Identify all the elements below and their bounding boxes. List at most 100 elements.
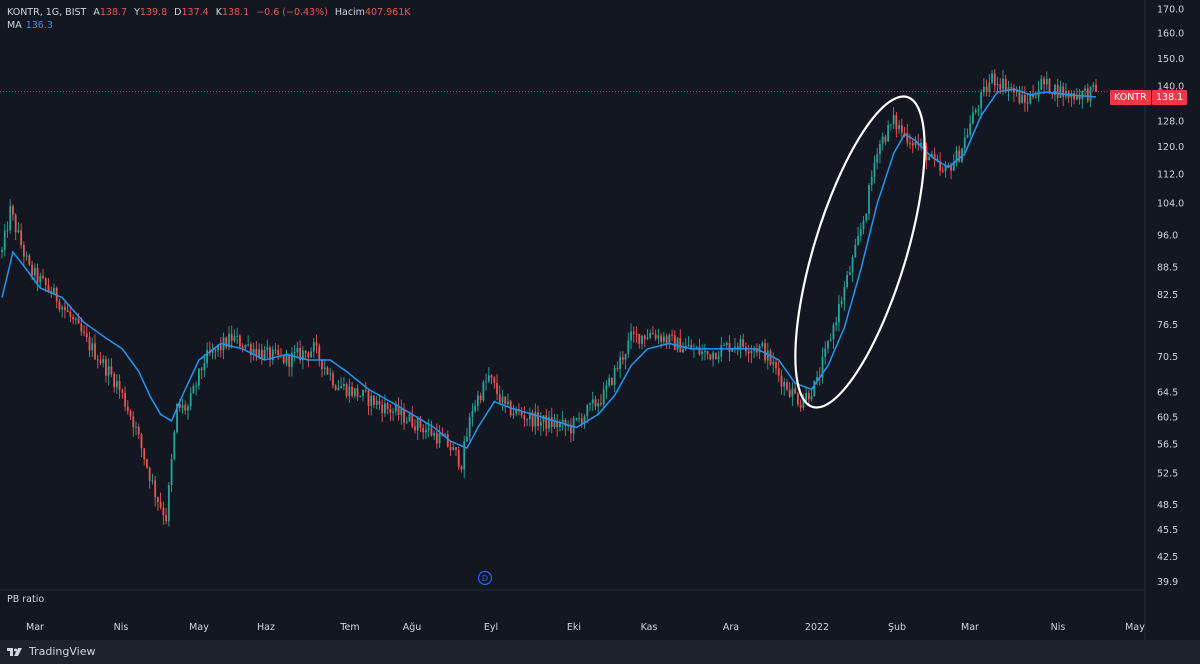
x-tick-label: Ağu: [403, 622, 422, 633]
candle-body: [723, 345, 725, 347]
candle-body: [876, 154, 879, 163]
y-tick-label: 170.0: [1157, 5, 1184, 16]
candle-body: [367, 390, 370, 406]
tradingview-brand[interactable]: TradingView: [7, 645, 95, 658]
candle-body: [214, 348, 217, 351]
candle-body: [482, 382, 485, 401]
candle-body: [446, 434, 449, 447]
candle-body: [85, 333, 88, 338]
candle-body: [714, 352, 717, 360]
candle-body: [42, 275, 44, 279]
candle-body: [403, 408, 405, 423]
y-tick-label: 96.0: [1157, 230, 1178, 241]
candle-body: [337, 388, 340, 390]
candle-body: [14, 215, 17, 233]
candle-body: [1075, 94, 1078, 100]
candle-body: [425, 429, 427, 433]
ma-legend[interactable]: MA 136.3: [7, 20, 53, 32]
candle-body: [999, 83, 1002, 90]
candle-body: [534, 412, 537, 427]
candle-body: [25, 255, 28, 257]
candle-body: [873, 162, 876, 177]
candle-body: [255, 349, 258, 357]
candle-body: [794, 388, 797, 394]
dividend-marker[interactable]: D: [477, 570, 493, 586]
candle-body: [1078, 94, 1081, 100]
candle-body: [638, 333, 641, 344]
candle-body: [334, 385, 337, 390]
candle-body: [405, 421, 408, 423]
candle-body: [83, 331, 85, 334]
candle-body: [982, 86, 985, 93]
candle-body: [698, 347, 701, 355]
candle-body: [77, 318, 80, 324]
candle-body: [848, 272, 851, 275]
candle-body: [1043, 78, 1045, 85]
ma-line: [1, 88, 1097, 450]
candle-body: [870, 176, 873, 186]
candle-body: [162, 507, 165, 516]
candle-body: [736, 346, 739, 349]
symbol-label[interactable]: KONTR, 1G, BIST: [7, 7, 87, 18]
candle-body: [189, 393, 192, 407]
y-tick-label: 82.5: [1157, 290, 1178, 301]
candle-body: [747, 351, 750, 354]
pb-ratio-pane-label[interactable]: PB ratio: [7, 594, 45, 605]
candle-body: [827, 340, 829, 349]
candle-body: [840, 300, 843, 304]
candle-body: [1010, 87, 1013, 89]
candle-body: [28, 255, 31, 265]
candle-body: [184, 404, 187, 411]
candle-body: [939, 161, 942, 171]
candle-body: [892, 115, 895, 125]
candle-body: [906, 132, 909, 144]
volume-value: 407.961K: [364, 7, 411, 18]
candle-body: [1073, 92, 1076, 100]
candle-body: [909, 143, 911, 145]
y-tick-label: 112.0: [1157, 169, 1184, 180]
candle-body: [564, 419, 567, 427]
candle-body: [370, 395, 373, 406]
candle-body: [539, 421, 542, 427]
candle-body: [271, 349, 274, 361]
candle-body: [20, 230, 23, 246]
candle-body: [39, 275, 42, 283]
candle-body: [266, 347, 269, 351]
candle-body: [1004, 78, 1007, 92]
candle-body: [652, 333, 654, 335]
candle-body: [900, 125, 903, 133]
candle-body: [457, 450, 460, 467]
candle-body: [865, 213, 868, 221]
candle-body: [249, 344, 252, 355]
candle-body: [1002, 78, 1004, 90]
candle-body: [422, 427, 425, 433]
candle-body: [1065, 90, 1067, 97]
candle-body: [903, 132, 906, 134]
candle-body: [613, 367, 616, 385]
candle-body: [775, 361, 777, 369]
candle-body: [706, 351, 709, 355]
candle-body: [438, 433, 441, 444]
candle-body: [17, 230, 20, 233]
candle-body: [463, 441, 466, 470]
chart-canvas[interactable]: 170.0 160.0 150.0 140.0 128.0 120.0 112.0 104.0…: [0, 0, 1200, 640]
y-tick-label: 76.5: [1157, 320, 1178, 331]
high-label: Y: [134, 7, 140, 18]
candle-body: [941, 170, 944, 172]
candle-body: [813, 380, 816, 397]
candle-body: [321, 359, 323, 369]
x-tick-label: Ara: [723, 622, 739, 633]
annotation-ellipse: [794, 95, 926, 409]
candle-body: [419, 418, 422, 428]
candle-body: [6, 230, 9, 232]
candle-body: [115, 380, 118, 388]
candle-body: [225, 337, 228, 348]
last-price-tag: 138.1: [1152, 90, 1188, 105]
legend-header: KONTR, 1G, BIST A138.7 Y139.8 D137.4 K13…: [7, 7, 410, 19]
candle-body: [74, 318, 77, 320]
candle-body: [889, 124, 892, 126]
candle-body: [703, 351, 706, 353]
candle-body: [468, 417, 471, 437]
candle-body: [991, 73, 993, 83]
candles-layer: [1, 69, 1097, 527]
